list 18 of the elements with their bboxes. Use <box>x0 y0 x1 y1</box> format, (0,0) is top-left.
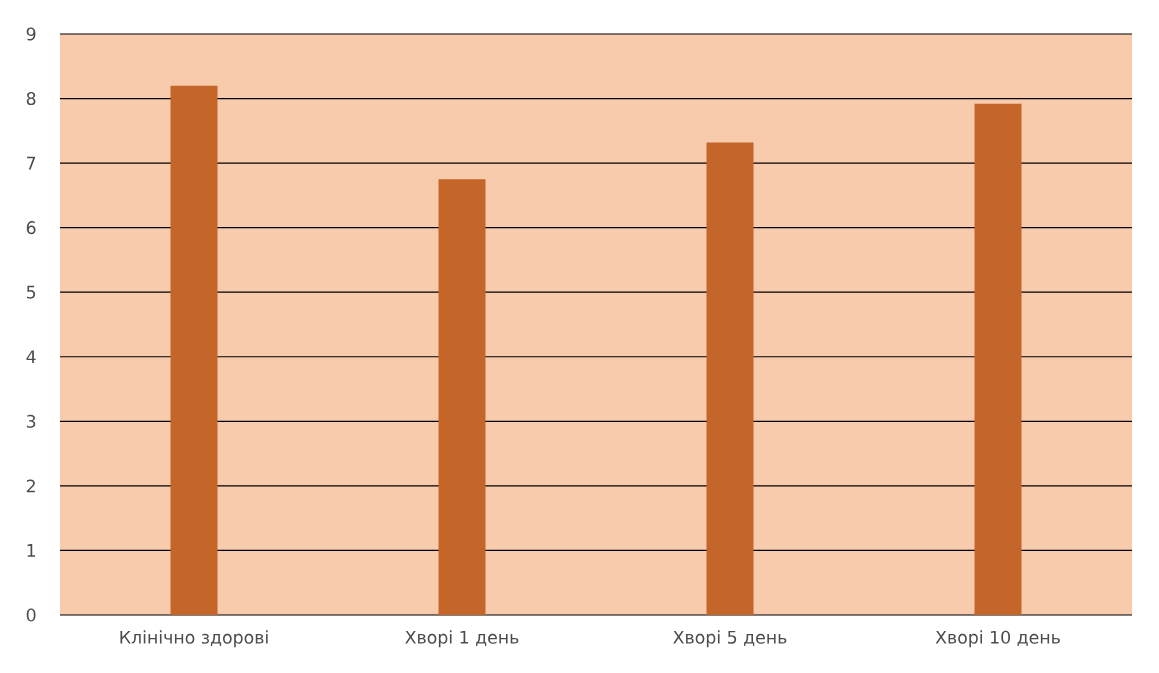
y-tick-label: 4 <box>26 350 36 364</box>
bar <box>170 85 218 615</box>
y-tick-label: 1 <box>27 544 36 557</box>
y-tick-label: 2 <box>26 479 35 493</box>
x-tick-label: Хворі 1 день <box>405 630 519 648</box>
x-tick-label: Хворі 5 день <box>673 630 787 648</box>
bar <box>706 142 754 615</box>
x-tick-label: Хворі 10 день <box>935 630 1060 648</box>
y-tick-label: 6 <box>26 221 36 235</box>
y-tick-label: 0 <box>26 608 36 622</box>
y-tick-label: 5 <box>26 285 36 299</box>
x-tick-label: Клінічно здорові <box>120 630 268 648</box>
y-tick-label: 9 <box>26 27 36 41</box>
y-tick-label: 8 <box>26 92 36 106</box>
y-tick-label: 7 <box>27 156 36 170</box>
bar <box>974 103 1022 615</box>
bar <box>438 179 486 615</box>
y-tick-label: 3 <box>26 414 36 428</box>
